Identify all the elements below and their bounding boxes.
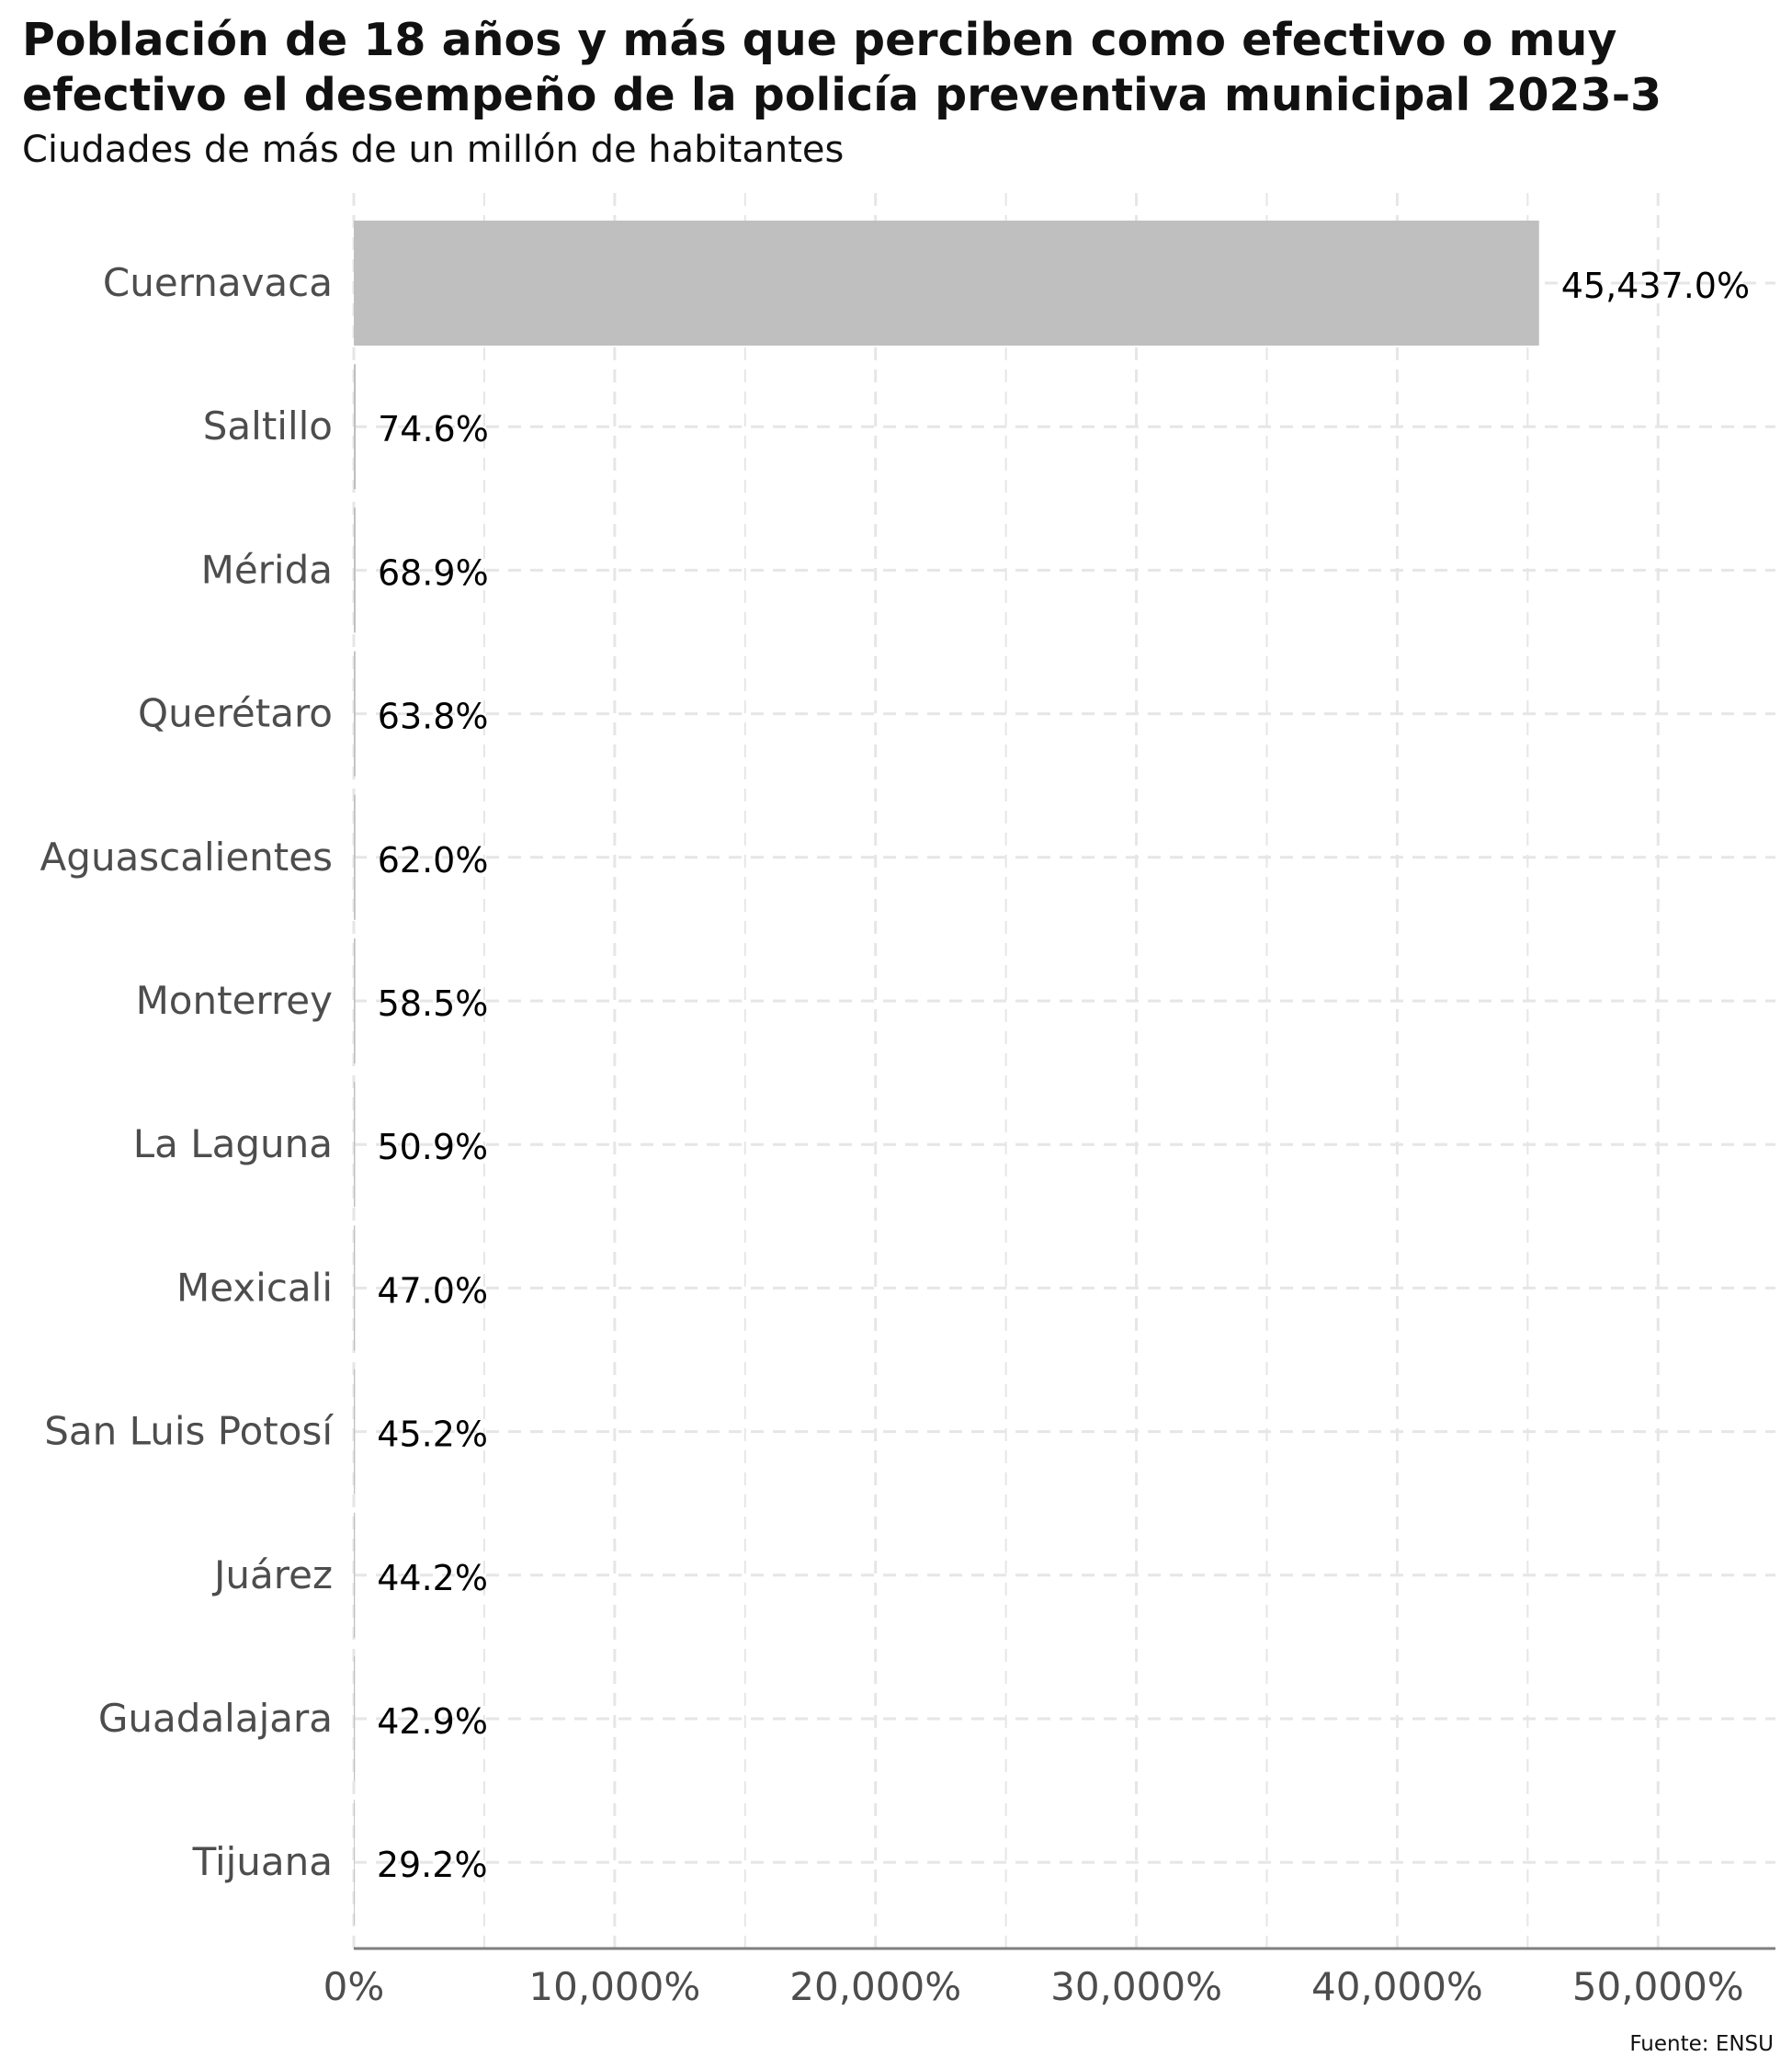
bar-ju-rez (354, 1512, 356, 1638)
x-tick-label: 40,000% (1311, 1964, 1483, 2009)
value-label: 44.2% (377, 1558, 488, 1598)
x-tick-label: 50,000% (1572, 1964, 1744, 2009)
value-label: 58.5% (378, 983, 489, 1024)
category-label: La Laguna (133, 1121, 333, 1166)
x-tick-labels: 0% 10,000% 20,000% 30,000% 40,000% 50,000% (323, 1964, 1744, 2009)
bar-guadalajara (354, 1656, 356, 1781)
category-label: Mexicali (176, 1265, 333, 1310)
category-label: Querétaro (138, 691, 333, 736)
bars (354, 221, 1539, 1926)
bar-san-luis-potos- (354, 1369, 356, 1494)
value-label: 50.9% (377, 1127, 488, 1167)
bar-quer-taro (354, 651, 356, 777)
x-tick-label: 10,000% (528, 1964, 700, 2009)
value-label: 63.8% (378, 697, 489, 737)
value-label: 62.0% (378, 840, 489, 881)
category-label: Monterrey (136, 978, 333, 1023)
x-tick-label: 20,000% (789, 1964, 961, 2009)
category-label: Cuernavaca (103, 260, 333, 305)
bar-tijuana (354, 1800, 355, 1926)
category-label: San Luis Potosí (44, 1409, 334, 1454)
bar-la-laguna (354, 1082, 356, 1208)
x-tick-label: 30,000% (1050, 1964, 1222, 2009)
x-tick-label: 0% (323, 1964, 385, 2009)
category-labels: Cuernavaca Saltillo Mérida Querétaro Aguasca… (40, 260, 335, 1884)
bar-m-rida (354, 507, 356, 633)
chart-title-line-1: Población de 18 años y más que perciben … (22, 14, 1617, 66)
value-label: 68.9% (378, 552, 489, 593)
bar-monterrey (354, 938, 356, 1063)
value-label: 74.6% (378, 409, 489, 449)
chart-title: Población de 18 años y más que perciben … (22, 13, 1768, 123)
category-label: Juárez (211, 1552, 333, 1597)
chart-title-line-2: efectivo el desempeño de la policía prev… (22, 69, 1662, 121)
grid-lines (352, 193, 1775, 1949)
bar-mexicali (354, 1225, 356, 1351)
bar-aguascalientes (354, 794, 356, 920)
source-note: Fuente: ENSU (1629, 2032, 1774, 2056)
value-label: 45.2% (377, 1415, 488, 1455)
bar-cuernavaca (354, 221, 1539, 346)
category-label: Saltillo (203, 403, 333, 449)
chart-subtitle: Ciudades de más de un millón de habitant… (22, 129, 845, 171)
category-label: Mérida (201, 547, 333, 592)
value-label: 42.9% (377, 1701, 488, 1742)
value-label: 29.2% (377, 1845, 488, 1885)
value-label: 47.0% (377, 1270, 488, 1311)
category-label: Aguascalientes (40, 835, 333, 880)
category-label: Guadalajara (98, 1696, 333, 1741)
bar-saltillo (354, 364, 357, 490)
category-label: Tijuana (192, 1839, 333, 1884)
value-labels: 45,437.0% 74.6% 68.9% 63.8% 62.0% 58.5% 50.9% 4… (377, 266, 1750, 1885)
value-label: 45,437.0% (1561, 266, 1750, 306)
